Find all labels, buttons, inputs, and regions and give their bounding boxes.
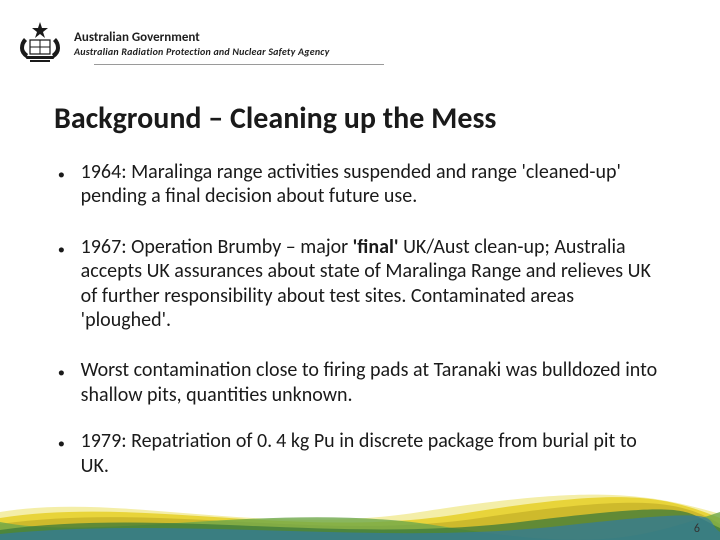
bullet-dot-icon: ● (58, 438, 65, 449)
bullet-item: ● Worst contamination close to firing pa… (58, 358, 666, 407)
bullet-item: ● 1967: Operation Brumby – major 'final'… (58, 235, 666, 333)
header-text: Australian Government Australian Radiati… (74, 30, 330, 58)
bullet-dot-icon: ● (58, 169, 65, 180)
bullet-text: 1979: Repatriation of 0. 4 kg Pu in disc… (81, 429, 666, 478)
bullet-item: ● 1979: Repatriation of 0. 4 kg Pu in di… (58, 429, 666, 478)
bullet-dot-icon: ● (58, 244, 65, 255)
crest-logo (16, 20, 64, 68)
footer-wave-graphic (0, 482, 720, 540)
slide-title: Background – Cleaning up the Mess (54, 100, 496, 137)
bullet-text: 1967: Operation Brumby – major 'final' U… (81, 235, 666, 333)
header-rule (94, 64, 384, 65)
bullet-dot-icon: ● (58, 367, 65, 378)
bullet-item: ● 1964: Maralinga range activities suspe… (58, 160, 666, 209)
gov-line: Australian Government (74, 30, 330, 45)
slide: Australian Government Australian Radiati… (0, 0, 720, 540)
header: Australian Government Australian Radiati… (16, 18, 704, 70)
bullet-text: 1964: Maralinga range activities suspend… (81, 160, 666, 209)
bullet-text: Worst contamination close to firing pads… (81, 358, 666, 407)
agency-line: Australian Radiation Protection and Nucl… (74, 45, 330, 58)
body: ● 1964: Maralinga range activities suspe… (58, 160, 666, 504)
page-number: 6 (694, 522, 700, 536)
